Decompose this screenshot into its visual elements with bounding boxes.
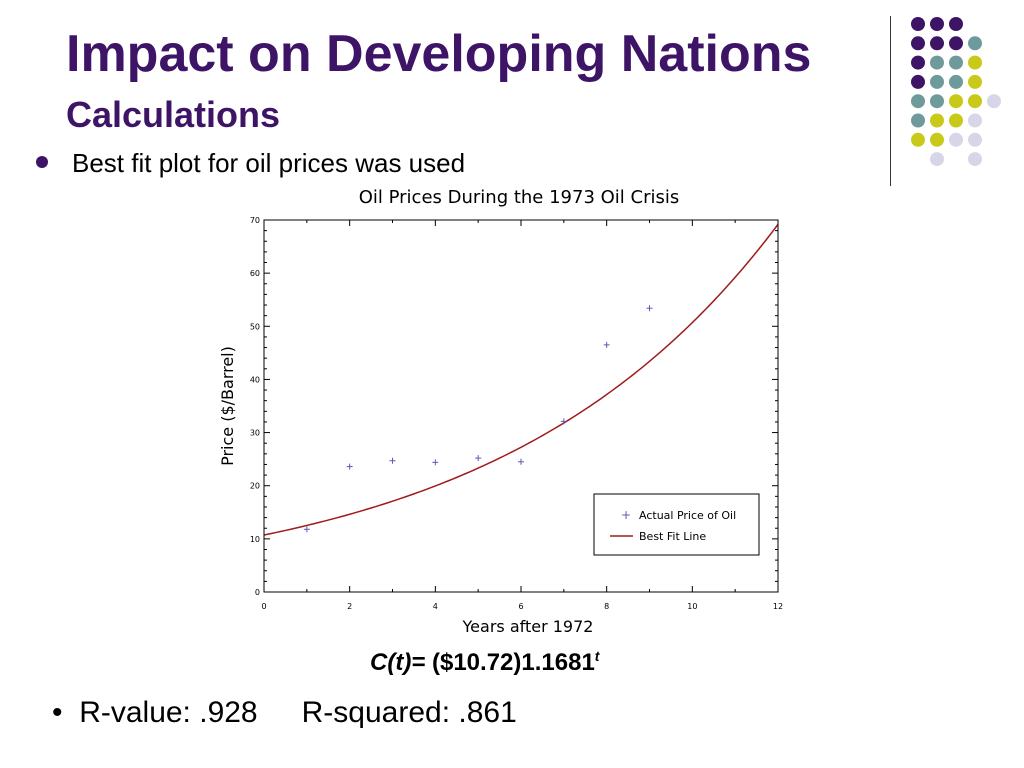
data-point <box>646 305 653 312</box>
decorative-dot <box>911 74 925 89</box>
plot-frame <box>263 219 779 593</box>
decorative-dot <box>930 36 944 51</box>
decorative-dot <box>930 132 944 147</box>
bullet-dot-icon <box>36 156 48 169</box>
decorative-dot <box>949 36 963 51</box>
bullet-best-fit-text: Best fit plot for oil prices was used <box>72 150 466 178</box>
decorative-dot <box>930 74 944 89</box>
decorative-dot <box>930 17 944 31</box>
bullet2-dot: • <box>52 696 63 729</box>
y-tick-label: 40 <box>250 375 260 384</box>
data-point <box>518 458 524 465</box>
x-axis-label: Years after 1972 <box>462 617 594 636</box>
bullet-r-values: • R-value: .928 R-squared: .861 <box>52 696 517 730</box>
decorative-dot <box>949 113 963 128</box>
x-tick-label: 6 <box>518 602 523 611</box>
y-axis-label: Price ($/Barrel) <box>218 346 237 466</box>
decorative-dot <box>930 152 944 167</box>
decorative-dot-grid <box>911 17 1001 167</box>
y-tick-label: 0 <box>255 588 260 597</box>
decorative-dot <box>949 74 963 89</box>
decorative-dot <box>930 55 944 70</box>
data-point <box>389 457 396 464</box>
x-tick-label: 4 <box>433 602 438 611</box>
decorative-dot <box>968 55 982 70</box>
decorative-dot <box>968 74 982 89</box>
y-tick-label: 60 <box>250 269 260 278</box>
chart-legend: + Actual Price of Oil Best Fit Line <box>593 493 760 556</box>
formula: C(t)= ($10.72)1.1681t <box>370 648 599 677</box>
x-tick-label: 8 <box>604 602 609 611</box>
decorative-dot <box>968 132 982 147</box>
decorative-dot <box>911 113 925 128</box>
legend-label-points: Actual Price of Oil <box>639 509 736 522</box>
formula-exponent: t <box>594 648 600 664</box>
y-tick-label: 50 <box>250 322 260 331</box>
decorative-dot <box>930 94 944 109</box>
divider-line <box>890 16 891 186</box>
decorative-dot <box>911 55 925 70</box>
decorative-dot <box>911 36 925 51</box>
data-point <box>475 455 482 462</box>
x-tick-label: 2 <box>347 602 352 611</box>
x-tick-label: 12 <box>773 602 783 611</box>
decorative-dot <box>911 94 925 109</box>
decorative-dot <box>968 152 982 167</box>
decorative-dot <box>930 113 944 128</box>
decorative-dot <box>911 132 925 147</box>
data-point <box>303 526 310 533</box>
formula-rhs: ($10.72)1.1681 <box>425 649 595 676</box>
data-point <box>603 341 610 348</box>
decorative-dot <box>968 94 982 109</box>
bullet-best-fit: Best fit plot for oil prices was used <box>36 150 556 178</box>
decorative-dot <box>949 94 963 109</box>
legend-marker-points-icon: + <box>621 508 631 522</box>
formula-lhs: C(t)= <box>370 649 426 676</box>
data-point <box>346 463 353 470</box>
y-tick-label: 10 <box>250 535 260 544</box>
slide-subtitle: Calculations <box>66 94 281 135</box>
data-point <box>560 418 567 425</box>
decorative-dot <box>949 17 963 31</box>
best-fit-line <box>263 223 779 536</box>
y-tick-label: 70 <box>250 216 260 225</box>
r-squared-text: R-squared: .861 <box>301 696 517 729</box>
x-tick-label: 0 <box>261 602 266 611</box>
y-tick-label: 30 <box>250 429 260 438</box>
decorative-dot <box>949 55 963 70</box>
decorative-dot <box>968 113 982 128</box>
data-point <box>432 459 439 466</box>
slide-title: Impact on Developing Nations <box>66 25 812 83</box>
decorative-dot <box>949 132 963 147</box>
chart-title: Oil Prices During the 1973 Oil Crisis <box>359 187 680 208</box>
decorative-dot <box>911 17 925 31</box>
r-value-text: R-value: .928 <box>79 696 258 729</box>
legend-label-line: Best Fit Line <box>639 530 706 543</box>
y-tick-label: 20 <box>250 482 260 491</box>
decorative-dot <box>968 36 982 51</box>
decorative-dot <box>987 94 1001 109</box>
x-tick-label: 10 <box>687 602 697 611</box>
